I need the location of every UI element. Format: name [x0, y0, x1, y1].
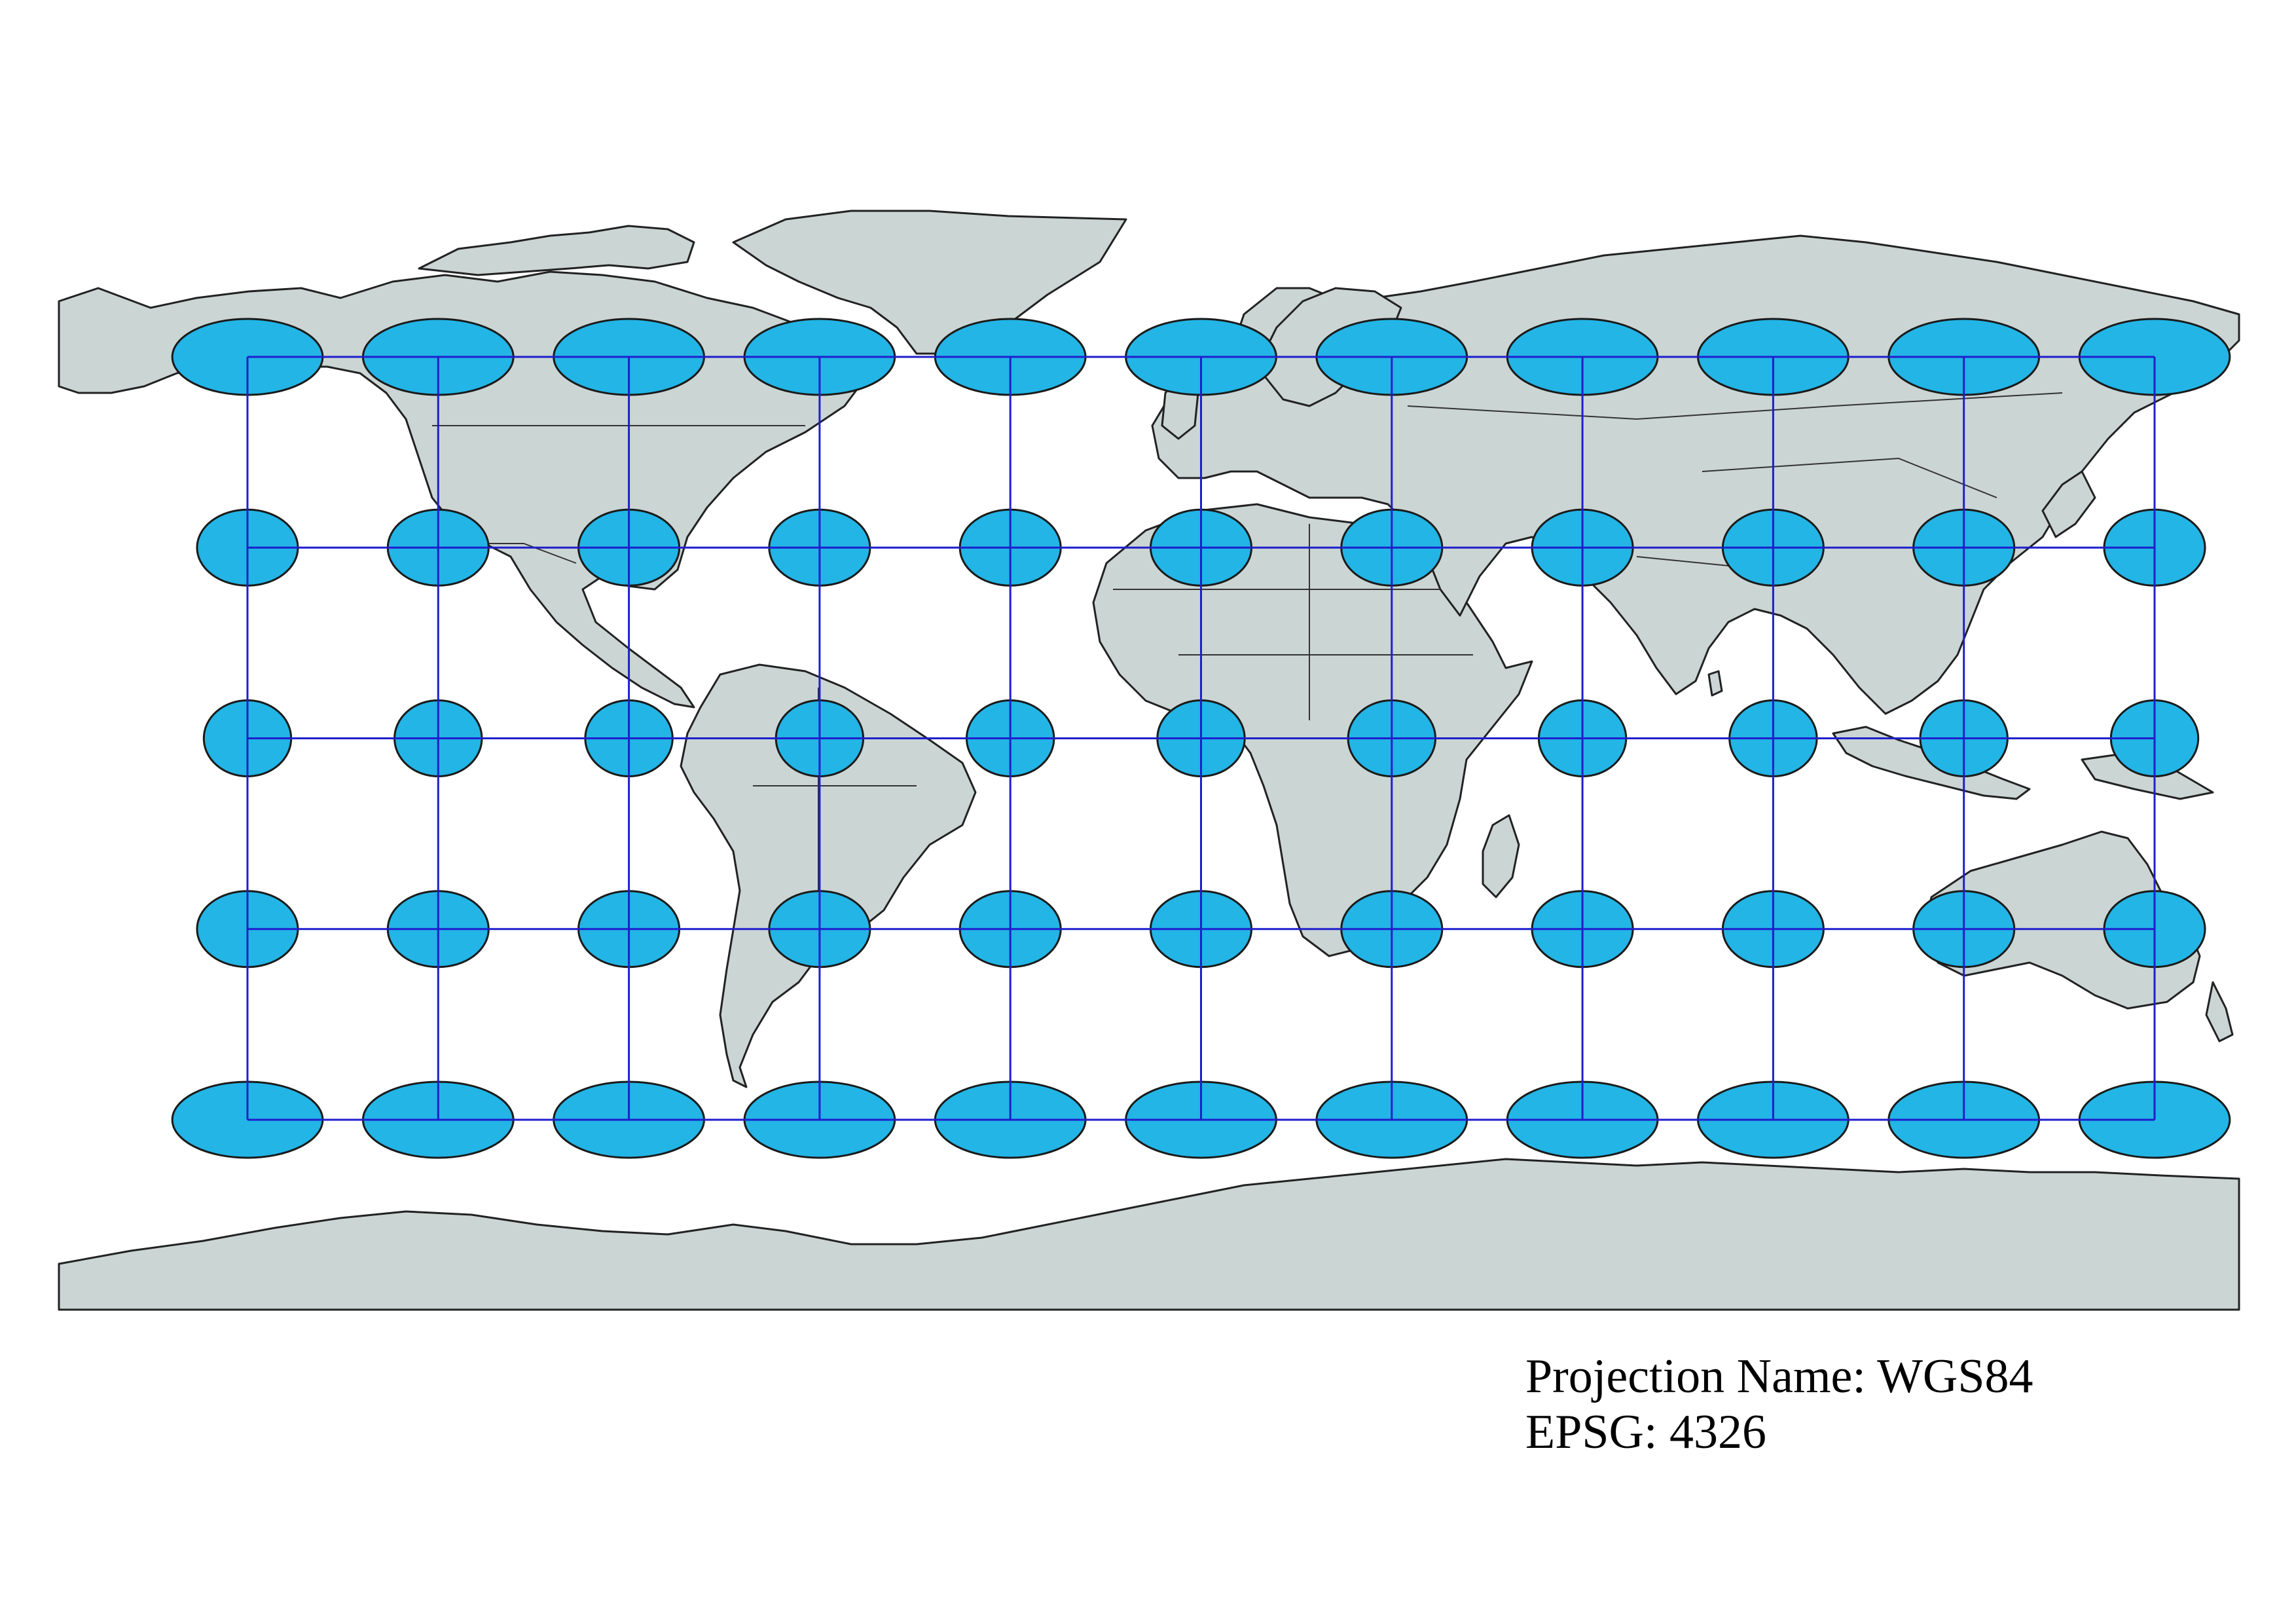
landmass-south-america: [680, 663, 977, 1088]
landmass-australia: [1923, 830, 2201, 1010]
landmass-madagascar: [1482, 814, 1520, 898]
landmass-new-zealand: [2205, 981, 2234, 1043]
graticule: [246, 356, 2156, 1121]
landmass-antarctica: [58, 1158, 2240, 1311]
epsg-label: EPSG: 4326: [1525, 1405, 1767, 1459]
landmass-arctic-islands: [418, 225, 695, 276]
border-russia-south: [1407, 392, 2063, 420]
landmass-sri-lanka: [1707, 670, 1723, 697]
border-africa-central: [1178, 524, 1473, 720]
landmass-japan: [2041, 470, 2096, 538]
land-layer: [58, 210, 2240, 1311]
projection-name-label: Projection Name: WGS84: [1525, 1350, 2033, 1403]
